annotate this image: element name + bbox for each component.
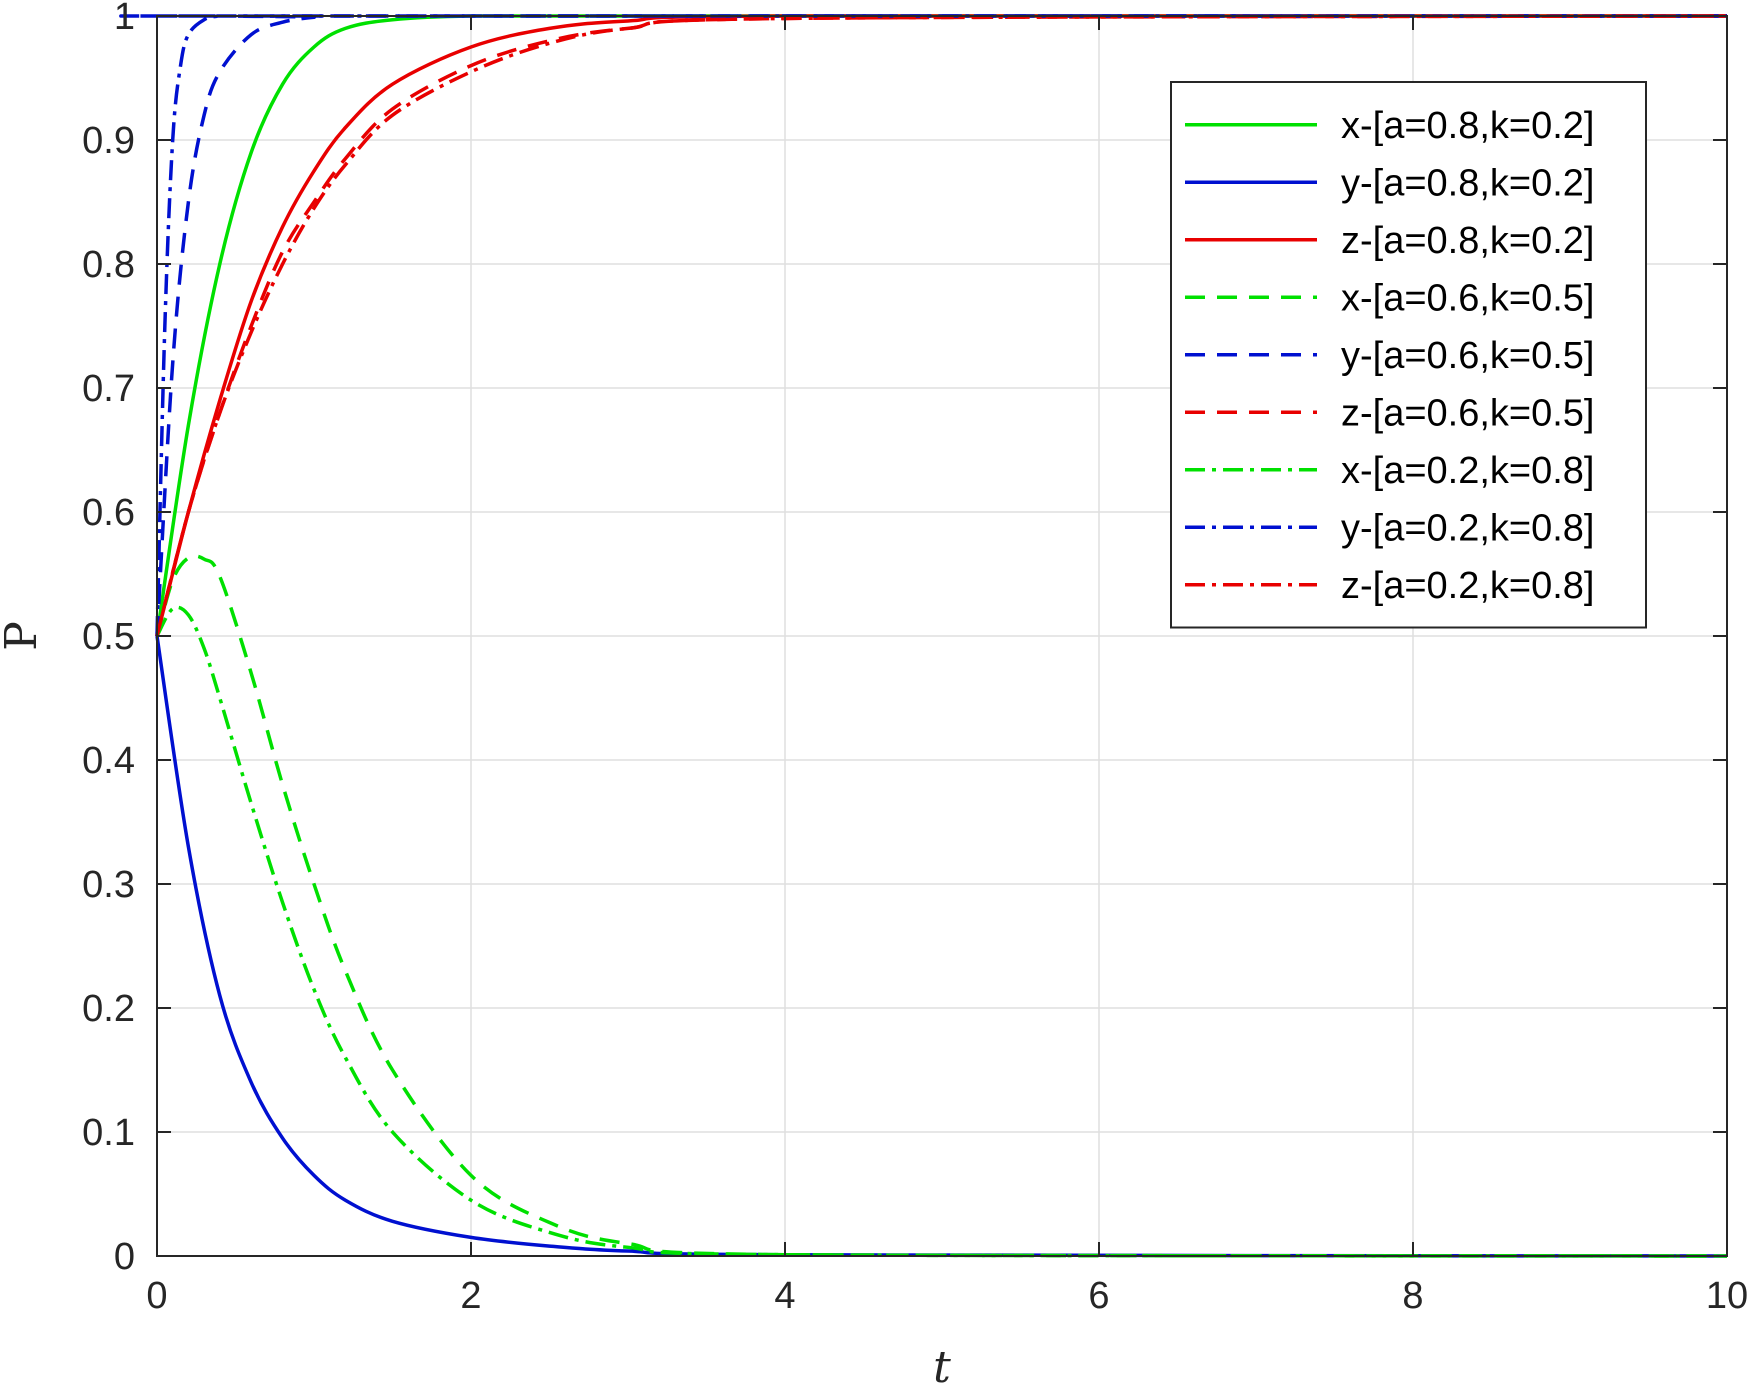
x-tick-label: 6 — [1088, 1275, 1109, 1317]
legend-label-5: y-[a=0.6,k=0.5] — [1341, 335, 1595, 377]
y-tick-label: 0.3 — [82, 864, 135, 906]
series-line-8 — [119, 14, 1727, 637]
y-tick-label: 0 — [114, 1236, 135, 1278]
x-tick-label: 8 — [1402, 1275, 1423, 1317]
x-tick-label: 0 — [146, 1275, 167, 1317]
legend-label-9: z-[a=0.2,k=0.8] — [1341, 565, 1595, 607]
y-tick-label: 0.7 — [82, 368, 135, 410]
y-tick-label: 0.9 — [82, 120, 135, 162]
legend: x-[a=0.8,k=0.2] y-[a=0.8,k=0.2] z-[a=0.8,k… — [1170, 81, 1647, 629]
axis-ticks: 0 2 4 6 8 10 0 0.1 0.2 0.3 0.4 0.5 0.6 0.7 0.8 0.9 1 — [82, 0, 1748, 1317]
y-tick-label: 0.5 — [82, 616, 135, 658]
series-line-4 — [155, 554, 1728, 1258]
legend-label-7: x-[a=0.2,k=0.8] — [1341, 450, 1595, 492]
legend-label-3: z-[a=0.8,k=0.2] — [1341, 220, 1595, 262]
x-tick-label: 4 — [774, 1275, 795, 1317]
series-line-7 — [155, 605, 1728, 1258]
y-tick-label: 0.2 — [82, 988, 135, 1030]
x-tick-label: 2 — [460, 1275, 481, 1317]
legend-label-2: y-[a=0.8,k=0.2] — [1341, 162, 1595, 204]
x-axis-label: t — [933, 1342, 951, 1389]
y-tick-label: 1 — [114, 0, 135, 38]
y-tick-label: 0.1 — [82, 1112, 135, 1154]
x-tick-label: 10 — [1706, 1275, 1748, 1317]
legend-label-1: x-[a=0.8,k=0.2] — [1341, 105, 1595, 147]
legend-label-8: y-[a=0.2,k=0.8] — [1341, 507, 1595, 549]
legend-label-4: x-[a=0.6,k=0.5] — [1341, 277, 1595, 319]
y-tick-label: 0.8 — [82, 244, 135, 286]
legend-label-6: z-[a=0.6,k=0.5] — [1341, 392, 1595, 434]
series-line-9 — [155, 14, 1728, 637]
y-axis-label: P — [0, 621, 47, 651]
y-tick-label: 0.6 — [82, 492, 135, 534]
grid-lines — [156, 15, 1728, 1257]
y-tick-label: 0.4 — [82, 740, 135, 782]
